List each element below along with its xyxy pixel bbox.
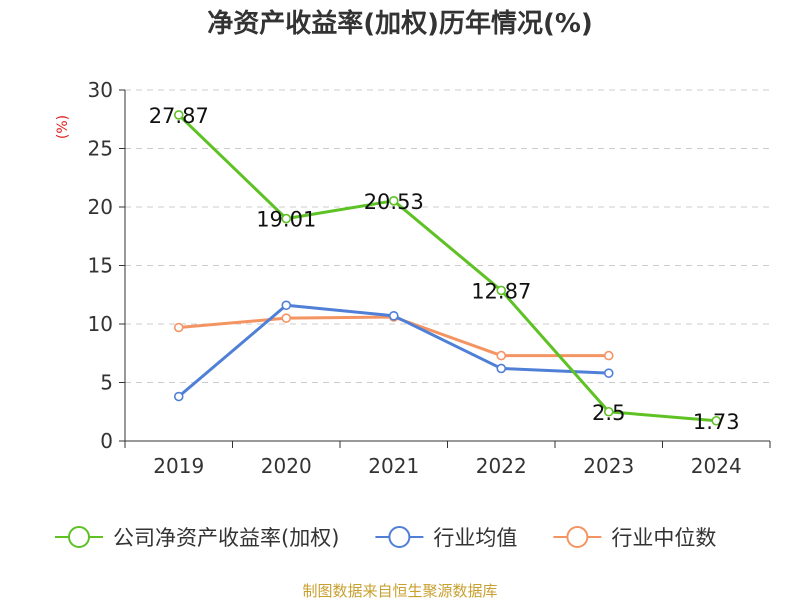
data-label: 27.87 (149, 104, 209, 128)
data-label: 2.5 (592, 401, 625, 425)
x-tick-label: 2023 (583, 454, 634, 478)
data-point-2[interactable] (496, 350, 507, 361)
data-label: 12.87 (471, 279, 531, 303)
x-tick-label: 2024 (691, 454, 742, 478)
legend-marker (388, 526, 411, 548)
data-point-0[interactable] (173, 110, 184, 120)
data-point-2[interactable] (173, 322, 184, 333)
data-point-0[interactable] (711, 415, 722, 426)
y-tick-label: 0 (100, 429, 113, 453)
y-tick-label: 25 (88, 137, 113, 161)
source-note: 制图数据来自恒生聚源数据库 (302, 582, 497, 600)
axes: 0 5 10 15 20 25 30 2019 2020 2021 2022 2023 2024 (88, 78, 771, 478)
y-tick-label: 20 (88, 195, 113, 219)
y-tick-label: 10 (88, 312, 113, 336)
y-tick-label: 5 (100, 371, 113, 395)
legend-label: 公司净资产收益率(加权) (113, 526, 339, 550)
data-labels: 27.87 19.01 20.53 12.87 2.5 1.73 (149, 104, 740, 434)
y-axis-label: (%) (55, 115, 71, 139)
legend-label: 行业均值 (433, 526, 517, 550)
data-point-0[interactable] (281, 213, 292, 224)
data-point-1[interactable] (281, 300, 292, 311)
data-point-0[interactable] (603, 406, 614, 417)
gridlines (125, 89, 770, 383)
legend-item-0[interactable]: 公司净资产收益率(加权) (55, 526, 339, 550)
x-tick-label: 2020 (261, 454, 312, 478)
y-tick-label: 15 (88, 254, 113, 278)
data-point-2[interactable] (603, 350, 614, 361)
data-label: 19.01 (256, 208, 316, 232)
x-tick-label: 2019 (153, 454, 204, 478)
x-tick-label: 2021 (368, 454, 419, 478)
legend-item-1[interactable]: 行业均值 (375, 526, 517, 550)
legend-label: 行业中位数 (611, 526, 716, 550)
y-tick-label: 30 (88, 78, 113, 102)
series-lines (173, 110, 722, 426)
data-point-1[interactable] (388, 311, 399, 321)
data-point-1[interactable] (173, 391, 184, 402)
series-line-0 (177, 113, 717, 423)
series-line-2 (178, 315, 609, 358)
data-point-0[interactable] (388, 195, 399, 206)
data-point-0[interactable] (496, 285, 507, 296)
data-point-1[interactable] (496, 363, 507, 374)
chart-title: 净资产收益率(加权)历年情况(%) (207, 8, 593, 39)
legend-marker (68, 526, 90, 548)
data-label: 1.73 (693, 410, 740, 434)
legend[interactable]: 公司净资产收益率(加权) 行业均值 行业中位数 (55, 526, 716, 550)
data-label: 20.53 (364, 190, 424, 214)
legend-marker (566, 526, 589, 548)
x-tick-label: 2022 (476, 454, 527, 478)
data-point-1[interactable] (603, 368, 614, 378)
legend-item-2[interactable]: 行业中位数 (553, 526, 716, 550)
data-point-2[interactable] (281, 313, 292, 323)
